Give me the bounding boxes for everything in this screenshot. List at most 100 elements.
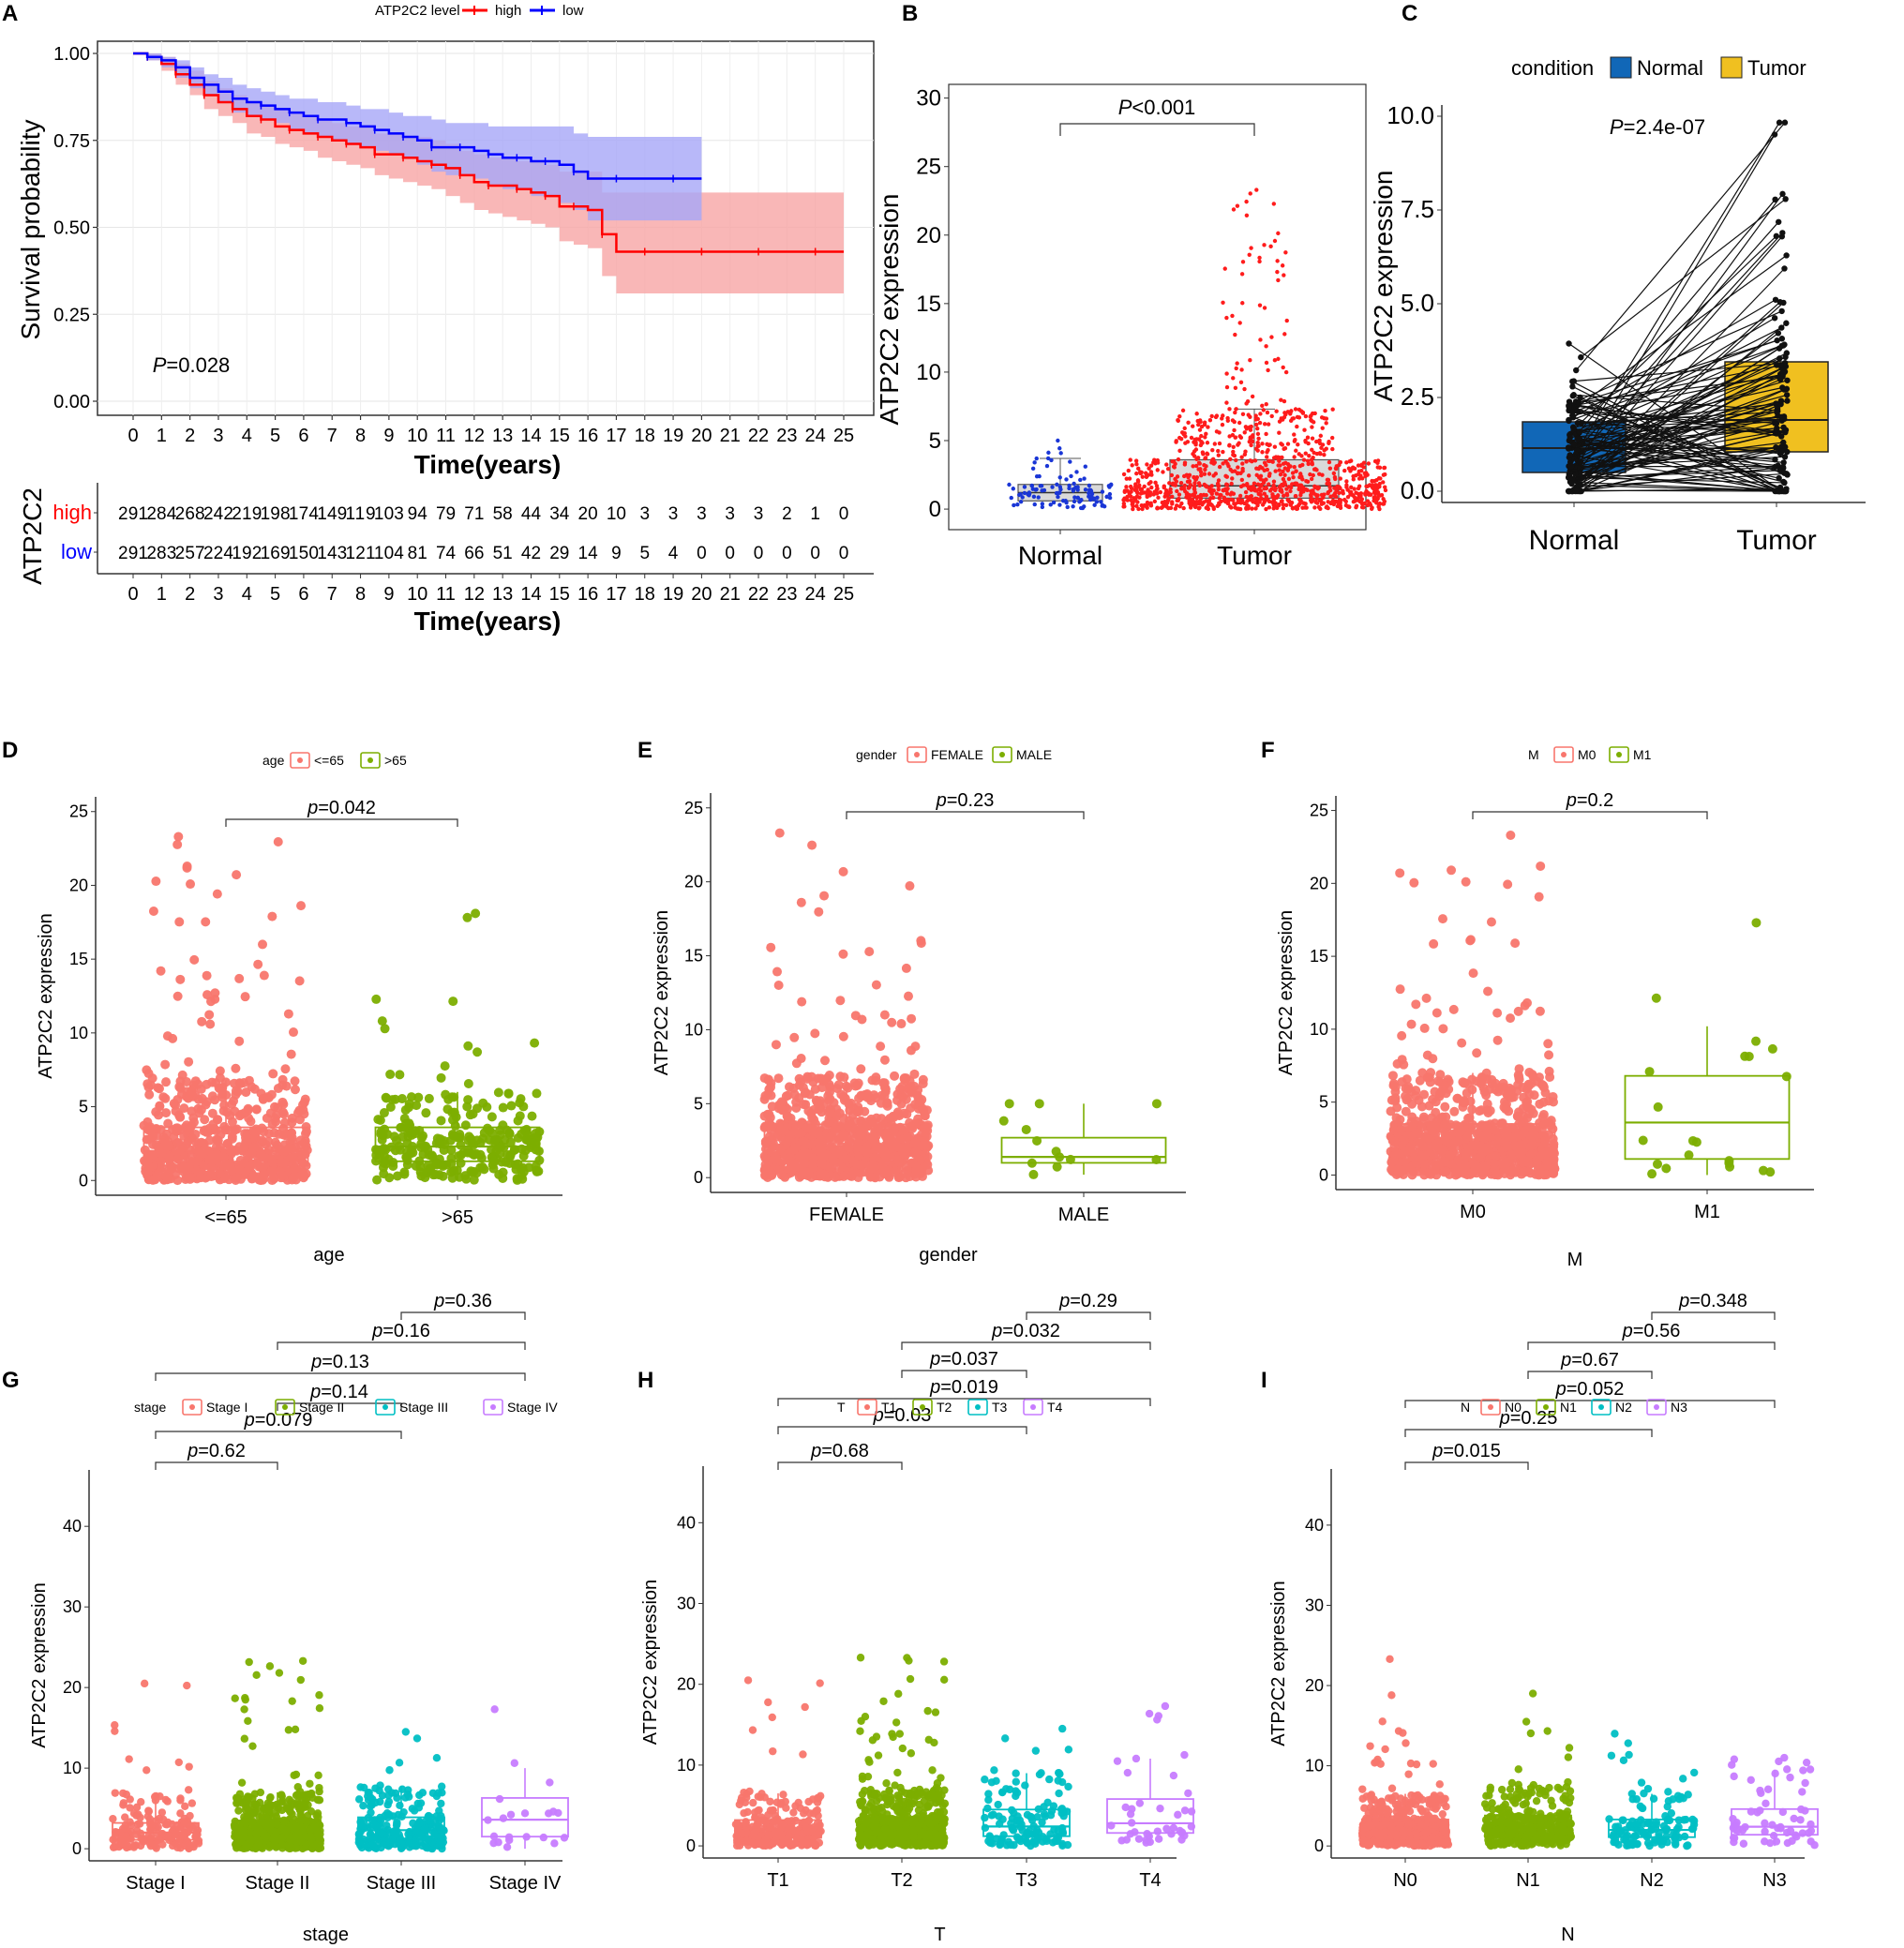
data-point	[807, 840, 817, 850]
y-tick-label: 20	[916, 223, 941, 248]
data-point	[1751, 1036, 1762, 1046]
comparison-bracket	[1059, 123, 1255, 136]
data-point	[1453, 1155, 1463, 1165]
data-point	[1242, 386, 1247, 392]
data-point	[798, 1083, 808, 1093]
data-point	[1197, 427, 1203, 432]
data-point	[1264, 360, 1269, 366]
data-point	[1352, 487, 1357, 491]
data-point	[204, 1010, 215, 1020]
y-tick-label: 15	[684, 947, 703, 966]
data-point	[1314, 501, 1320, 505]
data-point	[1282, 398, 1287, 404]
data-point	[1402, 1084, 1413, 1094]
data-point	[779, 1125, 789, 1135]
data-point	[1387, 1157, 1397, 1167]
data-point	[1312, 467, 1317, 472]
data-point	[1314, 451, 1320, 457]
data-point	[1373, 483, 1378, 488]
data-point	[1347, 504, 1352, 510]
x-tick-label: 10	[407, 584, 427, 605]
data-point	[151, 877, 161, 887]
data-point	[887, 1017, 897, 1027]
data-point	[1425, 1077, 1435, 1087]
data-point	[1281, 493, 1286, 498]
data-point	[1351, 477, 1356, 482]
data-point	[1253, 506, 1258, 511]
data-point	[1225, 461, 1230, 467]
data-point	[1327, 481, 1332, 487]
data-point	[1314, 439, 1319, 444]
data-point	[765, 1113, 775, 1123]
data-point	[1188, 482, 1193, 487]
data-point	[380, 1024, 390, 1034]
data-point	[806, 1071, 817, 1082]
data-point	[1171, 464, 1177, 470]
data-point	[1224, 488, 1229, 493]
data-point	[1177, 448, 1182, 454]
data-point	[1174, 440, 1178, 444]
data-point	[1510, 938, 1521, 949]
data-point	[1338, 476, 1342, 481]
x-tick-label: <=65	[204, 1207, 247, 1228]
data-point	[1687, 1135, 1698, 1146]
data-point	[797, 996, 807, 1007]
data-point	[1576, 398, 1582, 406]
data-point	[1566, 445, 1572, 452]
data-point	[1182, 426, 1187, 431]
y-tick-label: 10	[684, 1020, 703, 1039]
data-point	[1231, 491, 1237, 496]
data-point	[1131, 506, 1135, 512]
data-point	[1277, 468, 1282, 472]
data-point	[156, 966, 166, 976]
data-point	[276, 1157, 286, 1167]
data-point	[1778, 413, 1785, 421]
data-point	[1310, 447, 1314, 453]
data-point	[1778, 307, 1785, 315]
data-point	[1274, 409, 1279, 413]
data-point	[1431, 1097, 1441, 1107]
data-point	[485, 1125, 495, 1135]
data-point	[258, 939, 268, 950]
data-point	[1249, 487, 1253, 492]
p-value: =0.2	[1577, 790, 1613, 811]
data-point	[1181, 431, 1186, 437]
x-tick-label: 0	[127, 584, 138, 605]
data-point	[1532, 1155, 1542, 1165]
data-point	[1134, 487, 1139, 492]
legend: M M0 M1	[1528, 746, 1652, 763]
data-point	[906, 1045, 916, 1056]
data-point	[1191, 492, 1195, 498]
data-point	[1182, 483, 1187, 488]
data-point	[1203, 483, 1208, 488]
data-point	[1072, 481, 1076, 487]
data-point	[487, 1112, 497, 1122]
data-point	[1244, 483, 1250, 487]
data-point	[1088, 487, 1093, 492]
data-point	[1197, 483, 1203, 487]
paired-line	[1580, 198, 1787, 358]
data-point	[215, 1066, 225, 1076]
data-point	[1204, 431, 1208, 437]
data-point	[388, 1157, 398, 1167]
data-point	[1461, 1148, 1471, 1159]
data-point	[1129, 494, 1133, 499]
data-point	[266, 1089, 277, 1100]
data-point	[379, 1169, 389, 1179]
data-point	[1364, 471, 1369, 475]
data-point	[1275, 259, 1280, 263]
data-point	[1509, 1163, 1520, 1174]
data-point	[1160, 500, 1165, 505]
data-point	[1651, 993, 1661, 1003]
data-point	[802, 1170, 813, 1180]
x-tick-label: M0	[1460, 1202, 1486, 1222]
data-point	[1216, 448, 1221, 454]
data-point	[1567, 452, 1573, 458]
data-point	[1312, 450, 1316, 456]
x-tick-label: 0	[127, 426, 138, 446]
y-tick-label: 0.75	[53, 131, 90, 152]
data-point	[1072, 495, 1077, 500]
data-point	[1107, 491, 1113, 497]
